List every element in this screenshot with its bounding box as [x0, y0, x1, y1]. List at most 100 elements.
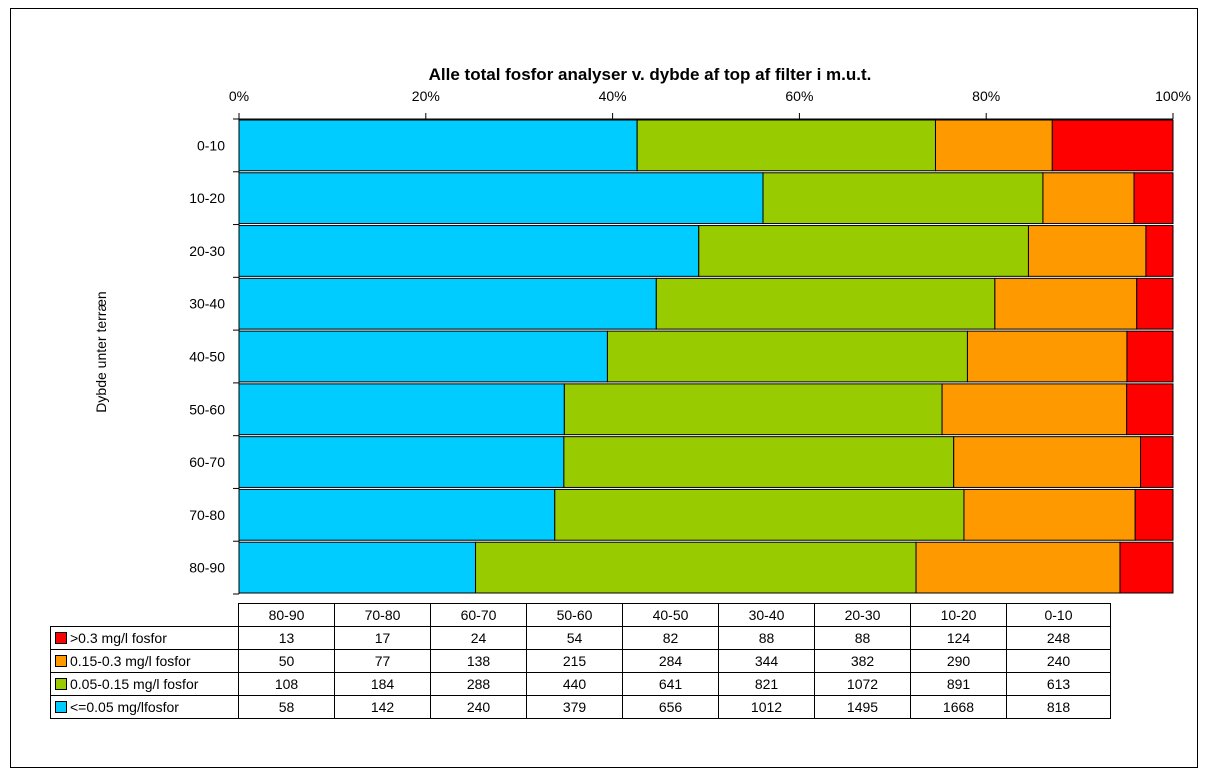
y-tick-label: 50-60 [189, 401, 225, 417]
bar-segment [1027, 225, 1147, 277]
table-column-header: 60-70 [430, 603, 527, 627]
legend-swatch [55, 655, 67, 667]
table-cell: 17 [334, 626, 431, 650]
table-column-header: 70-80 [334, 603, 431, 627]
table-cell: 344 [718, 649, 815, 673]
table-column-header: 20-30 [814, 603, 911, 627]
table-cell: 184 [334, 672, 431, 696]
legend-swatch [55, 701, 67, 713]
legend-entry: <=0.05 mg/lfosfor [50, 695, 239, 719]
bar-segment [238, 119, 638, 172]
bar-segment [934, 119, 1053, 172]
legend-label: 0.15-0.3 mg/l fosfor [70, 653, 191, 669]
table-cell: 108 [238, 672, 335, 696]
legend-label: <=0.05 mg/lfosfor [70, 699, 179, 715]
bar-segment [655, 277, 996, 330]
table-cell: 82 [622, 626, 719, 650]
bar-segment [636, 119, 936, 172]
table-cell: 1072 [814, 672, 911, 696]
table-cell: 54 [526, 626, 623, 650]
y-tick-label: 40-50 [189, 349, 225, 365]
table-cell: 1012 [718, 695, 815, 719]
table-row: >0.3 mg/l fosfor 13 17 24 54 82 88 88 124 248 [50, 626, 1111, 650]
bar-segment [698, 225, 1029, 277]
legend-entry: >0.3 mg/l fosfor [50, 626, 239, 650]
legend-entry: 0.15-0.3 mg/l fosfor [50, 649, 239, 673]
legend-swatch [55, 678, 67, 690]
bar-segment [238, 225, 700, 277]
table-column-header: 80-90 [238, 603, 335, 627]
bar-segment [1134, 488, 1174, 541]
y-tick-label: 10-20 [189, 190, 225, 206]
bar-segment [1140, 436, 1174, 488]
table-cell: 821 [718, 672, 815, 696]
table-cell: 891 [910, 672, 1007, 696]
bar-segment [238, 172, 764, 225]
bar-segment [1133, 172, 1174, 225]
table-cell: 77 [334, 649, 431, 673]
bar-segment [1136, 277, 1174, 330]
table-column-header: 10-20 [910, 603, 1007, 627]
table-cell: 382 [814, 649, 911, 673]
table-header-row: 80-90 70-80 60-70 50-60 40-50 30-40 20-30 10-20… [50, 603, 1111, 627]
table-cell: 284 [622, 649, 719, 673]
table-cell: 24 [430, 626, 527, 650]
legend-entry: 0.05-0.15 mg/l fosfor [50, 672, 239, 696]
table-cell: 88 [814, 626, 911, 650]
x-tick-label: 20% [412, 88, 440, 104]
table-cell: 124 [910, 626, 1007, 650]
bar-segment [1126, 330, 1174, 383]
bar-segment [238, 330, 608, 383]
table-cell: 88 [718, 626, 815, 650]
y-tick-label: 20-30 [189, 243, 225, 259]
table-cell: 138 [430, 649, 527, 673]
x-tick-label: 80% [972, 88, 1000, 104]
table-cell: 818 [1006, 695, 1111, 719]
legend-label: >0.3 mg/l fosfor [70, 630, 167, 646]
bar-segment [238, 277, 657, 330]
bar-segment [1126, 383, 1174, 436]
y-tick-label: 0-10 [197, 137, 225, 153]
y-axis-label: Dybde unter terræn [93, 291, 109, 412]
table-cell: 240 [430, 695, 527, 719]
bar-segment [762, 172, 1044, 225]
table-column-header: 30-40 [718, 603, 815, 627]
table-row: <=0.05 mg/lfosfor 58 142 240 379 656 1012 1495 1… [50, 695, 1111, 719]
table-cell: 440 [526, 672, 623, 696]
chart-title: Alle total fosfor analyser v. dybde af t… [429, 65, 872, 84]
table-row: 0.15-0.3 mg/l fosfor 50 77 138 215 284 344 382 2… [50, 649, 1111, 673]
table-column-header: 50-60 [526, 603, 623, 627]
x-tick-label: 40% [599, 88, 627, 104]
table-cell: 288 [430, 672, 527, 696]
x-tick-label: 60% [785, 88, 813, 104]
bar-segment [963, 488, 1136, 541]
x-tick-label: 100% [1155, 88, 1191, 104]
y-tick-label: 80-90 [189, 560, 225, 576]
y-tick-label: 70-80 [189, 507, 225, 523]
bar-segment [238, 436, 565, 488]
bar-segment [1051, 119, 1174, 172]
bar-segment [994, 277, 1138, 330]
bar-segment [475, 541, 917, 594]
bar-segment [941, 383, 1128, 436]
table-cell: 248 [1006, 626, 1111, 650]
table-cell: 240 [1006, 649, 1111, 673]
bar-segment [563, 383, 943, 436]
bar-segment [554, 488, 965, 541]
bar-segment [238, 541, 477, 594]
y-tick-label: 30-40 [189, 296, 225, 312]
y-axis: 0-10 10-20 20-30 30-40 40-50 50-60 60-70 70-80 8… [189, 118, 240, 595]
bar-segment [1119, 541, 1174, 594]
y-tick-label: 60-70 [189, 454, 225, 470]
table-cell: 50 [238, 649, 335, 673]
bar-segment [1042, 172, 1135, 225]
table-cell: 379 [526, 695, 623, 719]
table-cell: 1668 [910, 695, 1007, 719]
table-cell: 58 [238, 695, 335, 719]
legend-swatch [55, 632, 67, 644]
legend-label: 0.05-0.15 mg/l fosfor [70, 676, 199, 692]
table-cell: 641 [622, 672, 719, 696]
data-table: 80-90 70-80 60-70 50-60 40-50 30-40 20-30 10-20… [50, 603, 1111, 719]
table-cell: 290 [910, 649, 1007, 673]
table-cell: 656 [622, 695, 719, 719]
